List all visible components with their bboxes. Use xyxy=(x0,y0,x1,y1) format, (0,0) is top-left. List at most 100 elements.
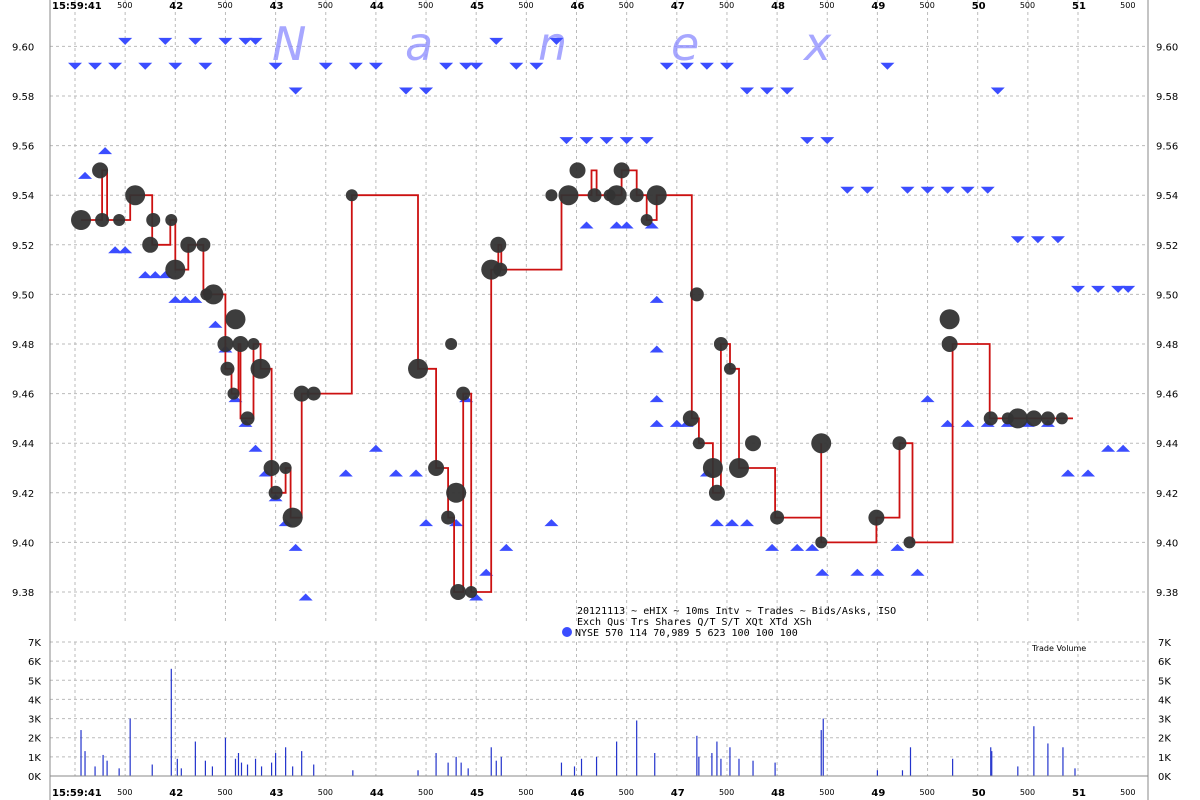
ask-marker xyxy=(268,62,283,70)
x-minor-tick-label: 500 xyxy=(1020,788,1035,797)
ask-marker xyxy=(940,186,955,194)
x-tick-label: 50 xyxy=(972,788,986,799)
ask-marker xyxy=(1010,236,1025,244)
x-tick-label: 42 xyxy=(169,788,183,799)
ask-marker xyxy=(368,62,383,70)
y-tick-label-right: 9.46 xyxy=(1156,390,1178,401)
ask-marker xyxy=(529,62,544,70)
vol-tick-label-right: 0K xyxy=(1158,772,1171,783)
ask-marker xyxy=(118,37,133,45)
ask-marker xyxy=(68,62,82,70)
bid-marker xyxy=(649,345,664,353)
ask-marker xyxy=(920,186,935,194)
ask-marker xyxy=(218,37,233,45)
trade-marker xyxy=(493,262,508,277)
bid-marker xyxy=(248,444,263,452)
x-tick-label: 51 xyxy=(1072,1,1086,12)
bid-marker xyxy=(288,543,303,551)
bid-marker xyxy=(469,593,484,601)
bid-marker xyxy=(188,295,203,303)
ask-marker xyxy=(288,87,303,95)
trade-marker xyxy=(196,237,211,252)
x-minor-tick-label: 500 xyxy=(920,788,935,797)
trade-marker xyxy=(279,462,292,474)
trade-marker xyxy=(939,309,960,330)
x-tick-label: 44 xyxy=(370,788,384,799)
x-tick-label: 47 xyxy=(671,1,685,12)
bid-marker xyxy=(368,444,383,452)
x-minor-tick-label: 500 xyxy=(518,1,533,10)
trade-marker xyxy=(745,435,762,452)
trade-marker xyxy=(1007,408,1028,429)
ask-marker xyxy=(318,62,333,70)
trade-marker xyxy=(456,386,471,401)
bid-marker xyxy=(1081,469,1096,477)
trade-marker xyxy=(268,485,283,500)
ask-marker xyxy=(559,137,574,145)
bid-marker xyxy=(1116,444,1131,452)
bid-marker xyxy=(98,147,113,155)
x-minor-tick-label: 500 xyxy=(1020,1,1035,10)
x-minor-tick-label: 500 xyxy=(318,788,333,797)
x-tick-label: 15:59:41 xyxy=(52,788,102,799)
vol-tick-label-right: 4K xyxy=(1158,695,1171,706)
trade-marker xyxy=(983,411,998,426)
trade-marker xyxy=(225,309,246,330)
trade-marker xyxy=(217,336,234,352)
watermark-letter: N xyxy=(272,17,306,71)
x-minor-tick-label: 500 xyxy=(719,1,734,10)
y-tick-label-left: 9.56 xyxy=(12,142,34,153)
x-tick-label: 46 xyxy=(571,788,585,799)
bid-marker xyxy=(78,171,93,179)
bid-marker xyxy=(1060,469,1075,477)
ask-marker xyxy=(760,87,775,95)
trade-marker xyxy=(606,185,627,206)
bid-marker xyxy=(409,469,424,477)
bid-marker xyxy=(850,568,865,576)
x-tick-label: 49 xyxy=(871,788,885,799)
trade-marker xyxy=(1040,411,1055,426)
trade-marker xyxy=(587,188,602,203)
ask-marker xyxy=(188,37,203,45)
x-tick-label: 48 xyxy=(771,1,785,12)
bid-marker xyxy=(644,221,659,229)
bid-marker xyxy=(148,271,163,279)
trade-marker xyxy=(441,510,456,525)
bid-marker xyxy=(579,221,594,229)
legend-line-3: NYSE 570 114 70,989 5 623 100 100 100 xyxy=(575,628,798,639)
ask-marker xyxy=(489,37,504,45)
trade-marker xyxy=(446,482,467,503)
trade-marker xyxy=(490,236,507,253)
vol-tick-label-left: 2K xyxy=(28,734,41,745)
trade-marker xyxy=(345,189,358,202)
ask-marker xyxy=(138,62,153,70)
watermark-letter: e xyxy=(671,17,699,71)
x-minor-tick-label: 500 xyxy=(217,788,232,797)
trade-marker xyxy=(941,336,958,352)
vol-tick-label-right: 1K xyxy=(1158,753,1171,764)
trade-marker xyxy=(250,358,271,379)
ask-marker xyxy=(459,62,474,70)
trade-marker xyxy=(445,338,458,350)
trade-marker xyxy=(247,338,260,350)
trade-marker xyxy=(227,387,240,400)
x-tick-label: 42 xyxy=(169,1,183,12)
ask-marker xyxy=(549,37,564,45)
trade-marker xyxy=(293,385,310,402)
x-tick-label: 43 xyxy=(270,1,284,12)
ask-marker xyxy=(108,62,123,70)
bid-marker xyxy=(499,543,514,551)
ask-marker xyxy=(1121,285,1136,293)
ask-marker xyxy=(198,62,213,70)
x-minor-tick-label: 500 xyxy=(719,788,734,797)
trade-marker xyxy=(165,214,178,226)
ask-marker xyxy=(619,137,634,145)
x-tick-label: 46 xyxy=(571,1,585,12)
x-minor-tick-label: 500 xyxy=(819,788,834,797)
x-minor-tick-label: 500 xyxy=(418,788,433,797)
y-tick-label-left: 9.58 xyxy=(12,92,34,103)
y-tick-label-left: 9.46 xyxy=(12,390,34,401)
trade-marker xyxy=(613,162,630,179)
ask-marker xyxy=(599,137,614,145)
